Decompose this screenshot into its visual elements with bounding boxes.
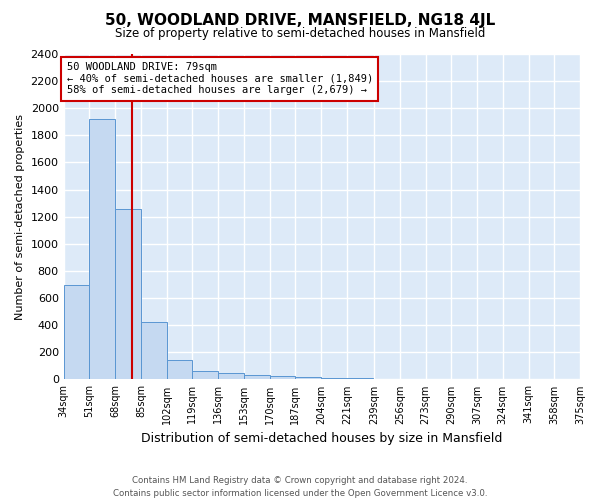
Text: Size of property relative to semi-detached houses in Mansfield: Size of property relative to semi-detach… <box>115 28 485 40</box>
Bar <box>89 119 115 380</box>
Bar <box>141 322 167 380</box>
Bar <box>167 360 193 380</box>
Bar <box>347 378 373 380</box>
Bar <box>269 376 295 380</box>
Bar <box>374 378 400 380</box>
Bar <box>115 210 141 380</box>
Bar <box>400 379 425 380</box>
Y-axis label: Number of semi-detached properties: Number of semi-detached properties <box>15 114 25 320</box>
Bar <box>425 379 451 380</box>
Bar <box>244 374 269 380</box>
Bar <box>218 374 244 380</box>
Bar <box>295 377 321 380</box>
Bar <box>321 378 347 380</box>
Bar <box>64 284 89 380</box>
Text: 50 WOODLAND DRIVE: 79sqm
← 40% of semi-detached houses are smaller (1,849)
58% o: 50 WOODLAND DRIVE: 79sqm ← 40% of semi-d… <box>67 62 373 96</box>
Bar <box>193 372 218 380</box>
Text: 50, WOODLAND DRIVE, MANSFIELD, NG18 4JL: 50, WOODLAND DRIVE, MANSFIELD, NG18 4JL <box>105 12 495 28</box>
X-axis label: Distribution of semi-detached houses by size in Mansfield: Distribution of semi-detached houses by … <box>141 432 503 445</box>
Text: Contains HM Land Registry data © Crown copyright and database right 2024.
Contai: Contains HM Land Registry data © Crown c… <box>113 476 487 498</box>
